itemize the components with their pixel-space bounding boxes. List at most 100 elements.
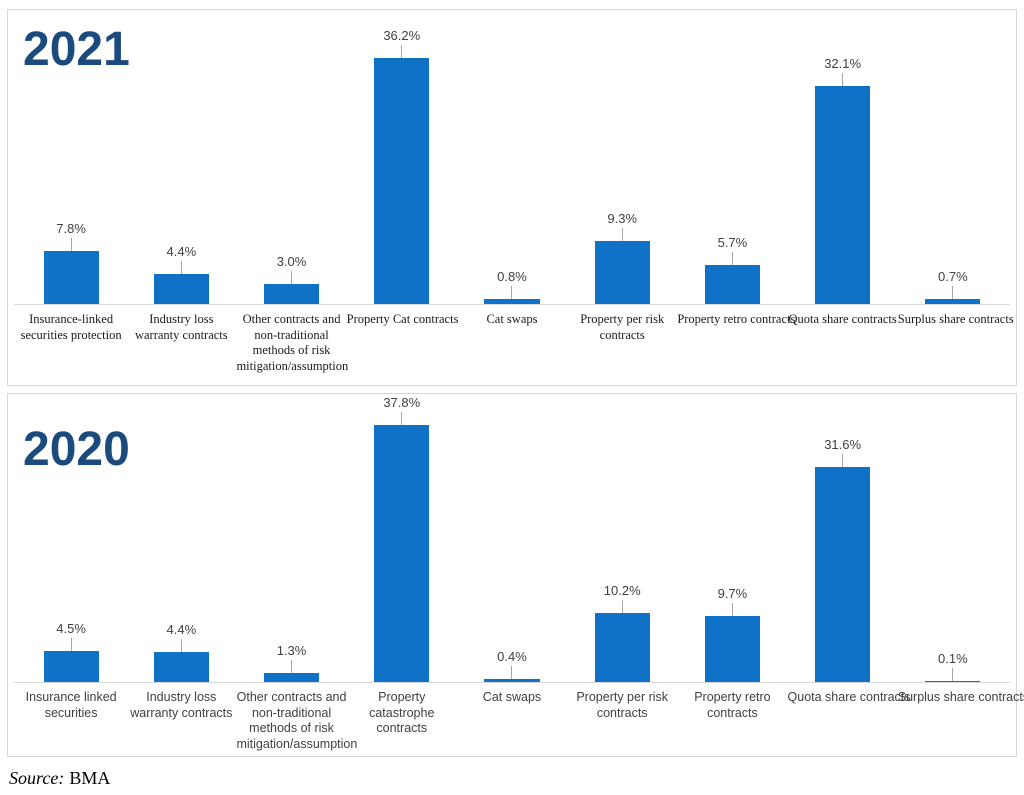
chart-panel-2020: 2020 4.5% 4.4% 1.3% 37.8% 0.4% 10.2% 9.7% 31.6%… — [7, 393, 1024, 757]
category-axis-2021: Insurance-linked securities protection In… — [14, 312, 1014, 375]
bar — [43, 251, 99, 304]
bar-value-label: 31.6% — [824, 437, 862, 452]
bar-column: 7.8% — [16, 221, 126, 304]
source-prefix: Source: — [9, 768, 65, 788]
bar-value-label: 1.3% — [276, 643, 307, 658]
bar — [925, 299, 981, 304]
bar-column: 0.1% — [898, 651, 1008, 682]
category-label: Property per risk contracts — [580, 312, 665, 342]
bar-value-label: 5.7% — [717, 235, 748, 250]
bar-column: 32.1% — [788, 56, 898, 304]
bar-value-label: 9.3% — [607, 211, 638, 226]
label-leader-line — [511, 666, 513, 679]
bar-column: 0.8% — [457, 269, 567, 304]
label-leader-line — [952, 286, 954, 299]
bar — [374, 425, 430, 682]
category-label: Surplus share contracts — [897, 690, 1024, 704]
label-leader-line — [731, 603, 733, 616]
label-leader-line — [401, 412, 403, 425]
bar — [925, 681, 981, 682]
bar — [43, 651, 99, 682]
bar-column: 9.3% — [567, 211, 677, 304]
bar-column: 3.0% — [236, 254, 346, 304]
category-label: Other contracts and non-traditional meth… — [236, 690, 358, 751]
bar — [704, 616, 760, 682]
plot-area-2021: 7.8% 4.4% 3.0% 36.2% 0.8% 9.3% 5.7% 32.1% 0.7% — [14, 10, 1010, 305]
bar — [153, 652, 209, 682]
bar-value-label: 4.4% — [166, 622, 197, 637]
bar — [263, 673, 320, 682]
category-label: Property Cat contracts — [346, 312, 459, 326]
label-leader-line — [511, 286, 513, 299]
bar — [815, 86, 871, 304]
bar-column: 5.7% — [677, 235, 787, 304]
bar-value-label: 37.8% — [383, 395, 421, 410]
bar — [594, 241, 650, 304]
bar-column: 1.3% — [236, 643, 346, 682]
bar — [594, 613, 650, 682]
bar-column: 4.5% — [16, 621, 126, 682]
category-label: Cat swaps — [486, 312, 538, 326]
label-leader-line — [621, 600, 623, 613]
category-label: Insurance linked securities — [25, 690, 117, 720]
category-axis-2020: Insurance linked securities Industry loss… — [14, 690, 1024, 753]
category-label: Property retro contracts — [677, 312, 796, 326]
bar-column: 36.2% — [347, 28, 457, 304]
bar-column: 10.2% — [567, 583, 677, 682]
label-leader-line — [842, 454, 844, 467]
category-label: Other contracts and non-traditional meth… — [236, 312, 349, 373]
label-leader-line — [70, 238, 72, 251]
bar-column: 0.7% — [898, 269, 1008, 304]
label-leader-line — [180, 639, 182, 652]
bar-value-label: 4.4% — [166, 244, 197, 259]
bar — [484, 299, 540, 304]
category-label: Property retro contracts — [694, 690, 771, 720]
bar-value-label: 0.4% — [497, 649, 527, 664]
bar-value-label: 0.7% — [938, 269, 968, 284]
bar — [153, 274, 209, 304]
source-line: Source: BMA — [9, 768, 1017, 789]
label-leader-line — [401, 45, 403, 58]
category-label: Property per risk contracts — [576, 690, 669, 720]
bar-value-label: 0.8% — [497, 269, 527, 284]
bar-column: 4.4% — [126, 244, 236, 304]
bar — [704, 265, 760, 304]
bar-value-label: 32.1% — [824, 56, 862, 71]
bar-column: 0.4% — [457, 649, 567, 682]
label-leader-line — [70, 638, 72, 651]
bar-value-label: 7.8% — [56, 221, 86, 236]
bar-value-label: 0.1% — [938, 651, 968, 666]
label-leader-line — [291, 271, 293, 284]
plot-area-2020: 4.5% 4.4% 1.3% 37.8% 0.4% 10.2% 9.7% 31.6% 0.1% — [14, 394, 1010, 683]
label-leader-line — [621, 228, 623, 241]
category-label: Property catastrophe contracts — [369, 690, 435, 736]
bar-column: 37.8% — [347, 395, 457, 682]
bar-value-label: 36.2% — [383, 28, 421, 43]
category-label: Quota share contracts — [788, 312, 897, 326]
category-label: Cat swaps — [482, 690, 542, 704]
bar-value-label: 4.5% — [56, 621, 86, 636]
category-label: Quota share contracts — [787, 690, 911, 704]
source-value: BMA — [69, 768, 111, 788]
chart-title-2021: 2021 — [23, 23, 130, 76]
bar — [374, 58, 430, 304]
bar — [263, 284, 320, 304]
bar-column: 4.4% — [126, 622, 236, 682]
bar-column: 9.7% — [677, 586, 787, 682]
bar — [815, 467, 871, 682]
bar-value-label: 3.0% — [276, 254, 307, 269]
category-label: Insurance-linked securities protection — [20, 312, 122, 342]
chart-panel-2021: 2021 7.8% 4.4% 3.0% 36.2% 0.8% 9.3% 5.7% 32.1% 0… — [7, 9, 1017, 386]
bar-value-label: 9.7% — [717, 586, 748, 601]
category-label: Industry loss warranty contracts — [134, 312, 228, 342]
label-leader-line — [180, 261, 182, 274]
label-leader-line — [731, 252, 733, 265]
category-label: Industry loss warranty contracts — [130, 690, 233, 720]
bar — [484, 679, 540, 682]
bar-column: 31.6% — [788, 437, 898, 682]
label-leader-line — [842, 73, 844, 86]
label-leader-line — [291, 660, 293, 673]
category-label: Surplus share contracts — [897, 312, 1014, 326]
bar-value-label: 10.2% — [603, 583, 641, 598]
label-leader-line — [952, 668, 954, 681]
